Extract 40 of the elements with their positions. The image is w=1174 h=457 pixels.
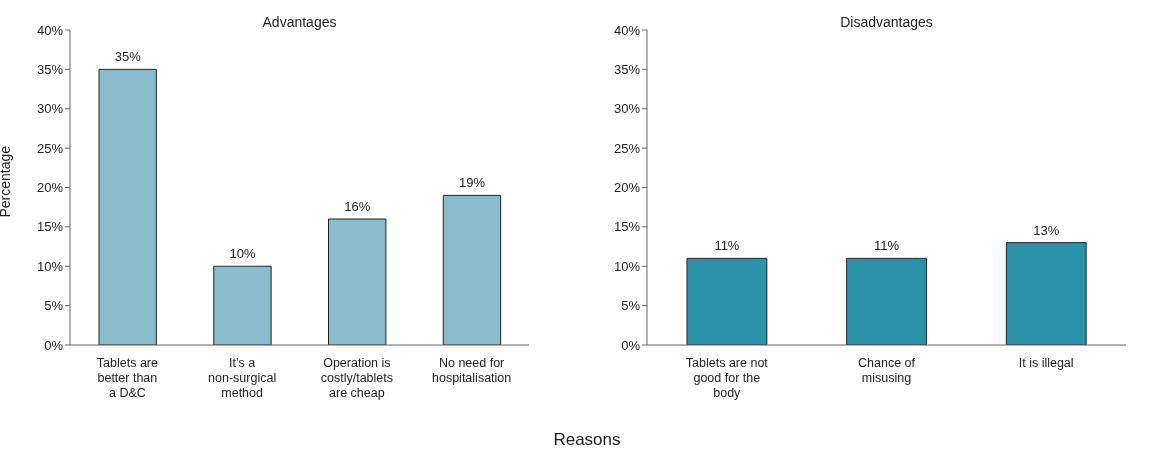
y-tick-label: 25%	[36, 140, 64, 156]
x-tick-label: Tablets are not good for the body	[685, 356, 769, 400]
data-label: 16%	[344, 199, 371, 214]
y-tick-label: 5%	[44, 298, 64, 314]
y-tick-label: 10%	[36, 258, 64, 274]
y-axis-title: Percentage	[0, 145, 13, 218]
data-label: 13%	[1033, 222, 1060, 238]
data-label: 11%	[874, 238, 900, 254]
y-tick-label: 30%	[36, 101, 64, 117]
y-tick-label: 10%	[613, 258, 641, 274]
bar	[328, 218, 387, 345]
x-tick-label: No need for hospitalisation	[432, 356, 512, 385]
x-tick-label: Tablets are better than a D&C	[96, 356, 158, 400]
y-tick-label: 25%	[613, 140, 641, 156]
y-tick-label: 0%	[44, 337, 64, 353]
y-tick-label: 15%	[36, 219, 64, 235]
x-tick-label: Chance of misusing	[858, 356, 916, 385]
y-tick-label: 30%	[613, 101, 641, 117]
y-tick-label: 35%	[613, 61, 641, 77]
x-tick-label: Operation is costly/tablets are cheap	[320, 356, 394, 400]
y-tick-label: 40%	[36, 22, 64, 38]
bar	[98, 68, 157, 345]
y-tick-label: 0%	[621, 337, 641, 353]
data-label: 19%	[458, 175, 486, 191]
y-tick-label: 35%	[36, 61, 64, 77]
y-tick-label: 15%	[613, 219, 641, 235]
chart-title: Disadvantages	[839, 14, 934, 30]
bar	[213, 265, 272, 345]
y-tick-label: 5%	[621, 298, 641, 314]
data-label: 10%	[229, 246, 256, 262]
bar	[442, 194, 502, 345]
data-label: 11%	[714, 238, 740, 254]
data-label: 35%	[114, 49, 142, 65]
y-tick-label: 40%	[613, 22, 641, 38]
y-tick-label: 20%	[36, 180, 64, 196]
x-tick-label: It’s a non-surgical method	[208, 356, 277, 400]
y-tick-label: 20%	[613, 180, 641, 196]
x-axis-title: Reasons	[552, 430, 622, 450]
x-tick-label: It is illegal	[1018, 356, 1074, 370]
chart-title: Advantages	[261, 14, 338, 30]
